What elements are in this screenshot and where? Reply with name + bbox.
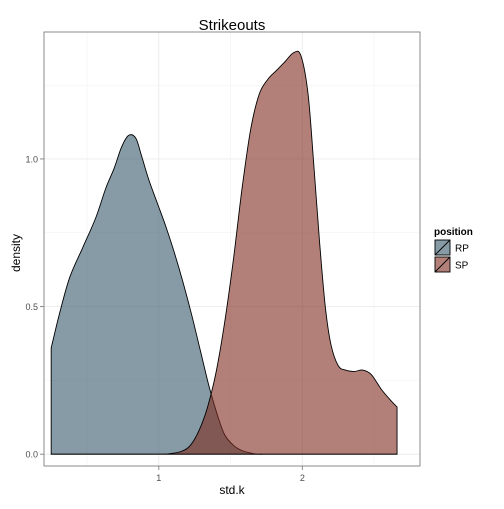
y-tick-label: 1.0: [25, 154, 38, 164]
x-tick-label: 1: [156, 473, 161, 483]
legend-label-rp: RP: [455, 244, 469, 255]
y-tick-label: 0.5: [25, 302, 38, 312]
plot-border: [43, 31, 421, 467]
chart-title: Strikeouts: [199, 17, 266, 34]
legend-title: position: [434, 227, 473, 238]
x-axis-label: std.k: [219, 483, 245, 497]
y-axis-label: density: [9, 234, 23, 272]
density-area-sp: [50, 50, 398, 455]
legend-label-sp: SP: [455, 261, 469, 272]
legend-key-slash: [434, 239, 451, 256]
legend-key-slash: [434, 256, 451, 273]
x-tick-label: 2: [300, 473, 305, 483]
legend: position RP SP: [434, 227, 473, 273]
plot-panel: [40, 31, 421, 470]
y-tick-label: 0.0: [25, 450, 38, 460]
